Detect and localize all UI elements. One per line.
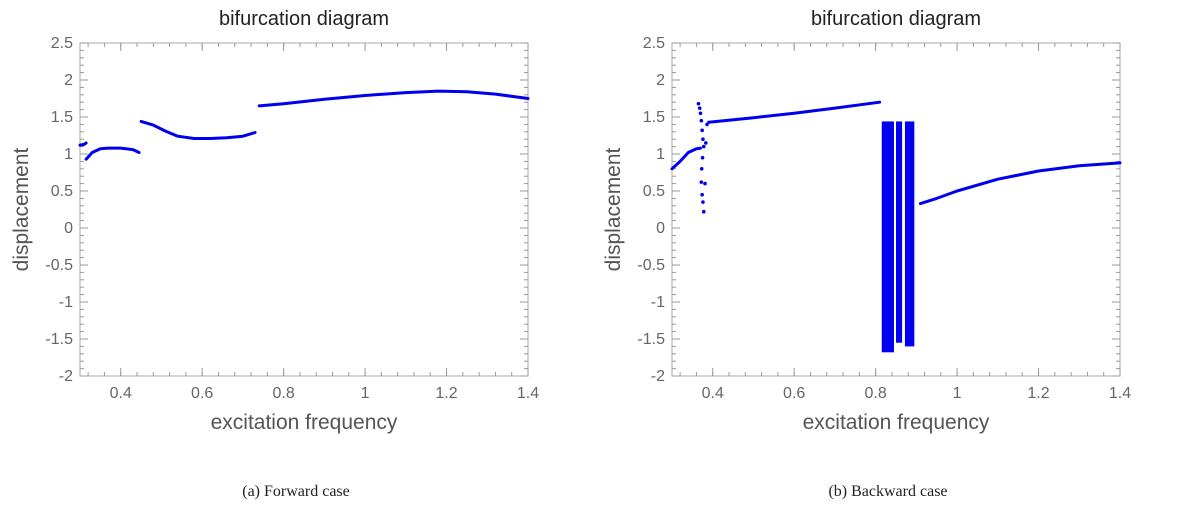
data-point [701, 137, 705, 141]
data-point [703, 181, 707, 186]
y-tick-label: -2 [651, 368, 665, 385]
data-point [699, 180, 704, 184]
chaotic-band [881, 121, 894, 353]
x-tick-label: 1.2 [1027, 385, 1049, 402]
data-point [701, 200, 705, 204]
caption-forward: (a) Forward case [242, 483, 350, 500]
y-tick-label: -0.5 [637, 257, 665, 274]
data-point [700, 155, 705, 160]
x-tick-label: 0.4 [110, 385, 132, 402]
y-tick-label: 2.5 [643, 35, 665, 52]
branch-line [139, 119, 257, 140]
y-tick-label: -1 [59, 294, 73, 311]
x-tick-label: 0.6 [783, 385, 805, 402]
plot-frame [671, 42, 1121, 377]
plot-frame [79, 42, 529, 377]
caption-backward: (b) Backward case [828, 483, 948, 500]
y-tick-label: 0 [656, 220, 665, 237]
chart-forward: bifurcation diagram 0.4 0.6 0.8 1 1.2 1.4 2.5 2 1… [10, 8, 539, 434]
chart-title: bifurcation diagram [811, 8, 981, 30]
data-point [699, 118, 704, 123]
branch-line [670, 146, 702, 171]
data-point [696, 101, 701, 106]
x-tick-label: 1.4 [517, 385, 539, 402]
data-point [701, 144, 706, 149]
data-point [700, 128, 704, 133]
y-tick-label: 0.5 [643, 183, 665, 200]
data-point [700, 192, 704, 197]
y-tick-label: -2 [59, 368, 73, 385]
branch-line [78, 141, 88, 147]
chart-backward: bifurcation diagram 0.4 0.6 0.8 1 1.2 1.4 2.5 2 1… [602, 8, 1131, 434]
x-tick-label: 1.2 [435, 385, 457, 402]
y-axis-label: displacement [602, 147, 625, 271]
chart-title: bifurcation diagram [219, 8, 389, 30]
x-tick-label: 0.6 [191, 385, 213, 402]
branch-line [707, 100, 882, 124]
x-tick-label: 0.4 [702, 385, 724, 402]
panel-backward: bifurcation diagram 0.4 0.6 0.8 1 1.2 1.4 2.5 2 1… [592, 0, 1184, 510]
x-axis-label: excitation frequency [803, 411, 990, 434]
y-tick-label: 1 [64, 146, 73, 163]
x-tick-label: 1 [953, 385, 962, 402]
x-tick-label: 0.8 [273, 385, 295, 402]
y-tick-label: 1 [656, 146, 665, 163]
data-point [699, 167, 704, 171]
x-tick-label: 1 [361, 385, 370, 402]
panel-forward: bifurcation diagram 0.4 0.6 0.8 1 1.2 1.4 2.5 2 1… [10, 8, 539, 500]
data-point [698, 111, 703, 116]
x-axis-label: excitation frequency [211, 411, 398, 434]
y-tick-label: 1.5 [643, 109, 665, 126]
y-tick-label: 2 [64, 72, 73, 89]
branch-line [918, 161, 1122, 206]
data-point [697, 106, 702, 110]
chaotic-band [896, 121, 903, 343]
y-tick-label: -0.5 [45, 257, 73, 274]
data-point [705, 122, 709, 127]
y-tick-label: 0 [64, 220, 73, 237]
branch-line [84, 146, 141, 161]
y-tick-label: 2 [656, 72, 665, 89]
x-tick-label: 0.8 [865, 385, 887, 402]
y-tick-label: 1.5 [51, 109, 73, 126]
y-axis-label: displacement [10, 147, 33, 271]
branch-line [257, 89, 530, 108]
y-tick-label: -1 [651, 294, 665, 311]
y-tick-label: 2.5 [51, 35, 73, 52]
y-tick-label: -1.5 [45, 331, 73, 348]
x-tick-label: 1.4 [1109, 385, 1131, 402]
y-tick-label: -1.5 [637, 331, 665, 348]
chaotic-band [904, 121, 915, 347]
data-point [701, 209, 706, 214]
y-tick-label: 0.5 [51, 183, 73, 200]
data-point [704, 141, 708, 145]
